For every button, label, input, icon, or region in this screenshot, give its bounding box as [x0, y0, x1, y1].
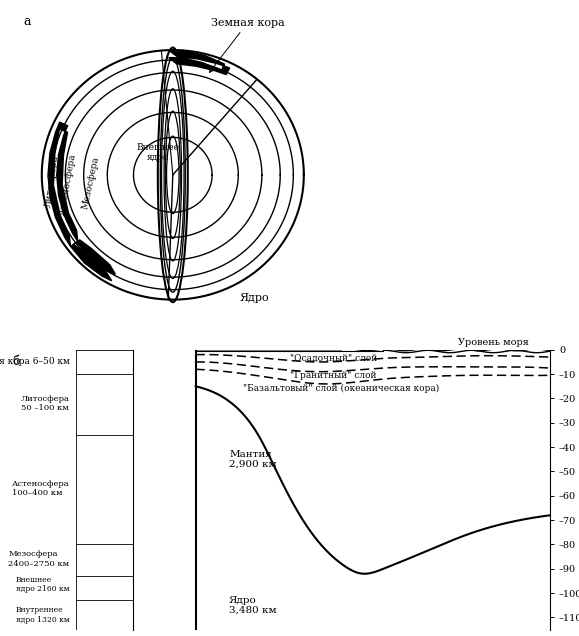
Text: Земная кора 6–50 км: Земная кора 6–50 км: [0, 357, 69, 366]
Text: Литосфера: Литосфера: [43, 155, 60, 208]
Text: Литосфера
50 –100 км: Литосфера 50 –100 км: [21, 395, 69, 412]
Text: Мантия
2,900 км: Мантия 2,900 км: [229, 450, 277, 469]
Text: б: б: [12, 355, 20, 368]
Text: Внешнее
ядро 2160 км: Внешнее ядро 2160 км: [16, 576, 69, 593]
Text: Мезосфера: Мезосфера: [80, 155, 100, 209]
Polygon shape: [48, 122, 78, 246]
Text: Мезосфера
2400–2750 км: Мезосфера 2400–2750 км: [8, 551, 69, 568]
Text: Земная кора: Земная кора: [210, 18, 284, 73]
Polygon shape: [168, 50, 230, 74]
Text: "Базальтовый" слой (океаническая кора): "Базальтовый" слой (океаническая кора): [244, 384, 439, 393]
Text: "Осадочный" слой: "Осадочный" слой: [290, 354, 377, 363]
Text: Ядро
3,480 км: Ядро 3,480 км: [229, 595, 277, 615]
Text: Астеносфера: Астеносфера: [58, 153, 78, 216]
Text: Уровень моря: Уровень моря: [459, 338, 529, 347]
Text: Внутреннее
ядро 1320 км: Внутреннее ядро 1320 км: [16, 607, 69, 624]
Polygon shape: [71, 240, 115, 280]
Text: "Гранитный" слой: "Гранитный" слой: [290, 371, 376, 380]
Text: Внешнее
ядро: Внешнее ядро: [136, 142, 179, 162]
Text: Астеносфера
100–400 км: Астеносфера 100–400 км: [12, 480, 69, 497]
Text: Ядро: Ядро: [239, 293, 269, 303]
Text: а: а: [23, 15, 31, 28]
